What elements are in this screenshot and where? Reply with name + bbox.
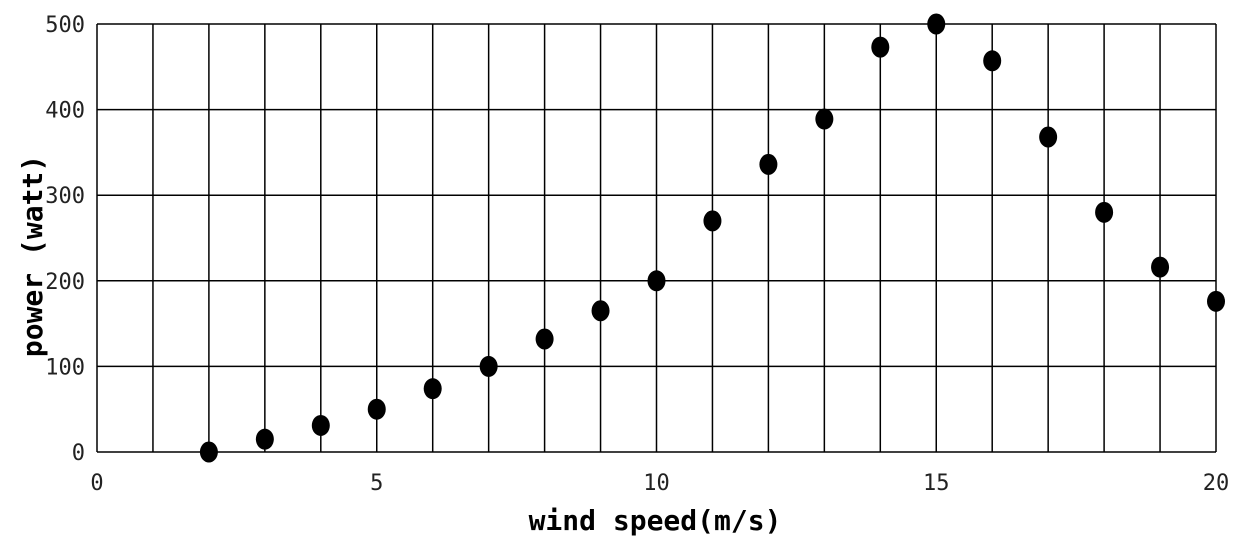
data-point	[759, 153, 778, 175]
data-point	[535, 328, 554, 350]
data-point	[647, 270, 666, 292]
data-point	[983, 50, 1002, 72]
data-point	[703, 210, 722, 232]
x-tick-label: 0	[90, 471, 103, 496]
data-point	[423, 378, 442, 400]
y-tick-label: 0	[72, 441, 85, 466]
data-point	[1151, 256, 1170, 278]
x-tick-label: 5	[370, 471, 383, 496]
x-tick-label: 10	[643, 471, 670, 496]
y-tick-labels: 0 100 200 300 400 500	[45, 13, 85, 466]
y-axis-label: power (watt)	[16, 155, 49, 357]
y-tick-label: 400	[45, 99, 85, 124]
data-points	[199, 13, 1225, 463]
data-point	[815, 108, 834, 130]
data-point	[311, 414, 330, 436]
x-axis-label: wind speed(m/s)	[529, 504, 782, 536]
data-point	[1039, 126, 1058, 148]
data-point	[871, 36, 890, 58]
data-point	[367, 398, 386, 420]
data-point	[199, 441, 218, 463]
y-tick-label: 200	[45, 270, 85, 295]
data-point	[479, 355, 498, 377]
x-tick-labels: 0 5 10 15 20	[90, 471, 1229, 496]
x-tick-label: 20	[1203, 471, 1230, 496]
data-point	[1095, 201, 1114, 223]
data-point	[591, 300, 610, 322]
x-tick-label: 15	[923, 471, 950, 496]
data-point	[1207, 290, 1225, 312]
data-point	[927, 13, 946, 35]
grid	[96, 23, 1217, 453]
y-tick-label: 300	[45, 184, 85, 209]
y-tick-label: 100	[45, 355, 85, 380]
y-tick-label: 500	[45, 13, 85, 38]
data-point	[255, 428, 274, 450]
